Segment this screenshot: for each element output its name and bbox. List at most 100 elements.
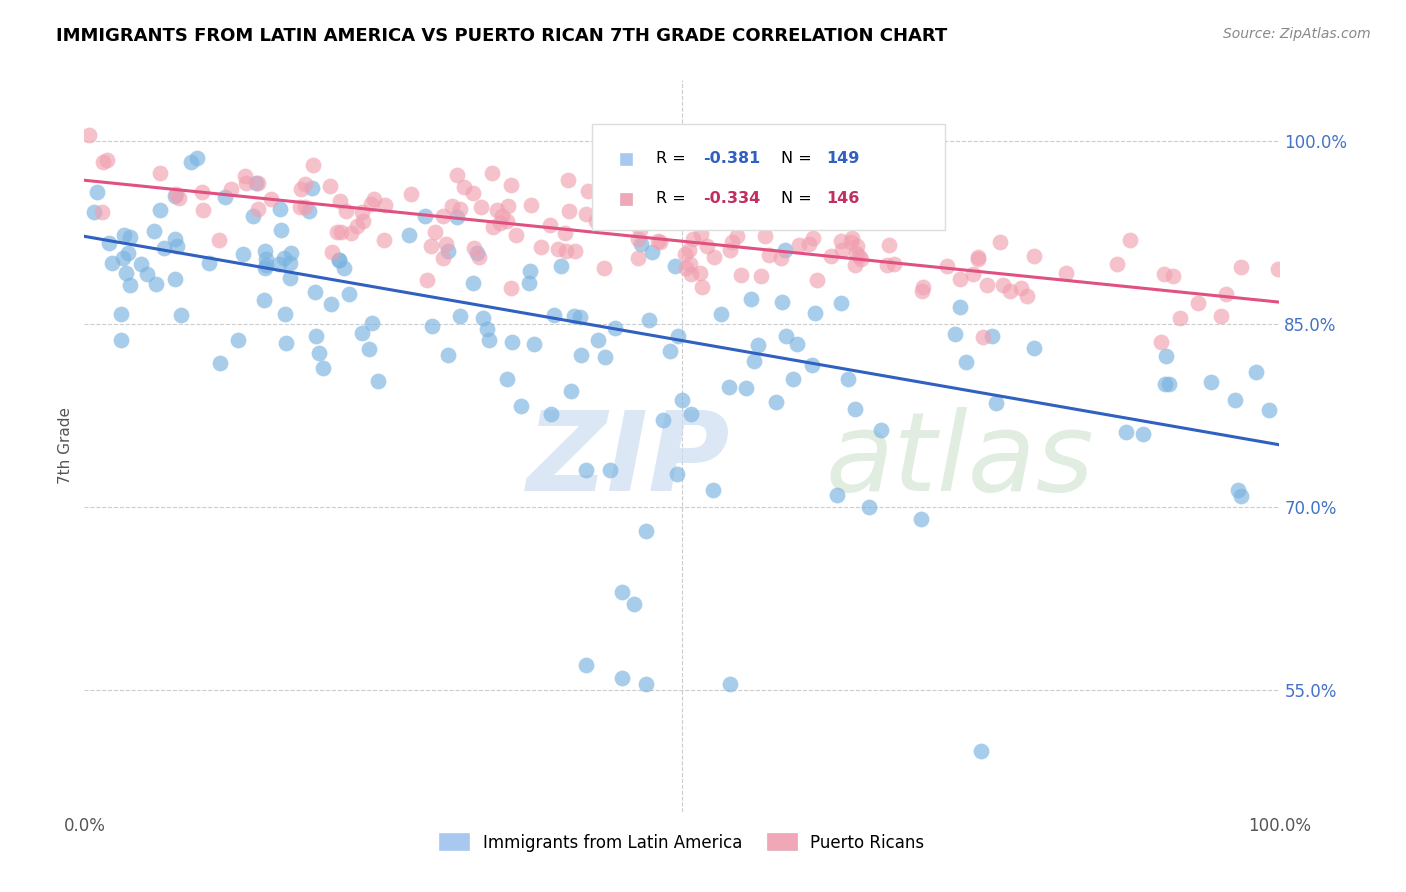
Point — [496, 372, 519, 386]
Point — [352, 205, 374, 219]
Point — [801, 230, 824, 244]
Point — [247, 176, 270, 190]
Point — [844, 258, 866, 272]
Point — [1199, 375, 1222, 389]
Point — [671, 392, 693, 407]
Point — [723, 211, 745, 225]
Point — [557, 173, 579, 187]
Point — [367, 375, 389, 389]
Point — [554, 244, 576, 258]
Point — [149, 202, 172, 217]
Point — [636, 677, 658, 691]
Point — [246, 202, 269, 216]
Point — [100, 256, 122, 270]
Point — [690, 280, 713, 294]
Point — [496, 199, 519, 213]
Point — [1230, 489, 1253, 503]
Point — [98, 235, 121, 250]
Point — [585, 214, 607, 228]
Text: 149: 149 — [827, 151, 860, 166]
Point — [988, 235, 1011, 250]
Point — [530, 240, 553, 254]
Point — [436, 348, 458, 362]
Point — [163, 272, 186, 286]
Point — [770, 294, 793, 309]
Point — [135, 267, 157, 281]
Point — [1226, 483, 1249, 498]
Point — [1015, 289, 1038, 303]
Point — [453, 180, 475, 194]
Point — [214, 190, 236, 204]
Legend: Immigrants from Latin America, Puerto Ricans: Immigrants from Latin America, Puerto Ri… — [433, 827, 931, 858]
Point — [782, 372, 804, 386]
Point — [740, 292, 762, 306]
Point — [986, 395, 1008, 409]
Point — [346, 219, 368, 234]
Point — [219, 182, 242, 196]
Point — [305, 329, 328, 343]
Point — [775, 329, 797, 343]
Point — [169, 191, 191, 205]
Point — [831, 244, 853, 258]
Point — [110, 333, 132, 347]
Point — [505, 227, 527, 242]
Point — [510, 399, 533, 413]
Point — [304, 285, 326, 300]
Point — [1267, 261, 1289, 276]
Point — [593, 261, 616, 276]
Point — [564, 244, 586, 258]
Point — [145, 277, 167, 291]
Point — [149, 166, 172, 180]
Point — [599, 463, 621, 477]
Point — [955, 355, 977, 369]
Point — [765, 395, 787, 409]
Point — [463, 241, 485, 255]
Point — [623, 598, 645, 612]
Text: R =: R = — [655, 191, 690, 206]
Point — [1244, 365, 1267, 379]
Point — [1230, 260, 1253, 274]
Point — [1119, 234, 1142, 248]
Point — [495, 214, 517, 228]
Point — [1022, 249, 1045, 263]
Point — [754, 228, 776, 243]
Point — [332, 260, 354, 275]
Point — [972, 329, 994, 343]
Point — [245, 176, 267, 190]
Point — [254, 252, 277, 267]
Point — [517, 276, 540, 290]
Point — [980, 329, 1002, 343]
Point — [276, 336, 298, 351]
Point — [163, 189, 186, 203]
Point — [273, 251, 295, 265]
Point — [90, 205, 112, 219]
Point — [328, 253, 350, 268]
Point — [298, 204, 321, 219]
Point — [186, 151, 208, 165]
Point — [290, 181, 312, 195]
Point — [593, 351, 616, 365]
Point — [486, 202, 509, 217]
Point — [1159, 377, 1181, 392]
Point — [1215, 287, 1237, 301]
Point — [1154, 349, 1177, 363]
Point — [274, 307, 297, 321]
Point — [949, 300, 972, 314]
Point — [627, 252, 650, 266]
Point — [470, 200, 492, 214]
Point — [413, 209, 436, 223]
Point — [253, 293, 276, 307]
Point — [678, 257, 700, 271]
Point — [547, 242, 569, 256]
Point — [254, 244, 277, 258]
Point — [112, 228, 135, 243]
Point — [233, 169, 256, 184]
Point — [301, 158, 323, 172]
Point — [614, 265, 637, 279]
Point — [883, 257, 905, 271]
Point — [463, 276, 485, 290]
Point — [769, 252, 792, 266]
Point — [115, 266, 138, 280]
Point — [568, 310, 591, 324]
Point — [294, 177, 316, 191]
